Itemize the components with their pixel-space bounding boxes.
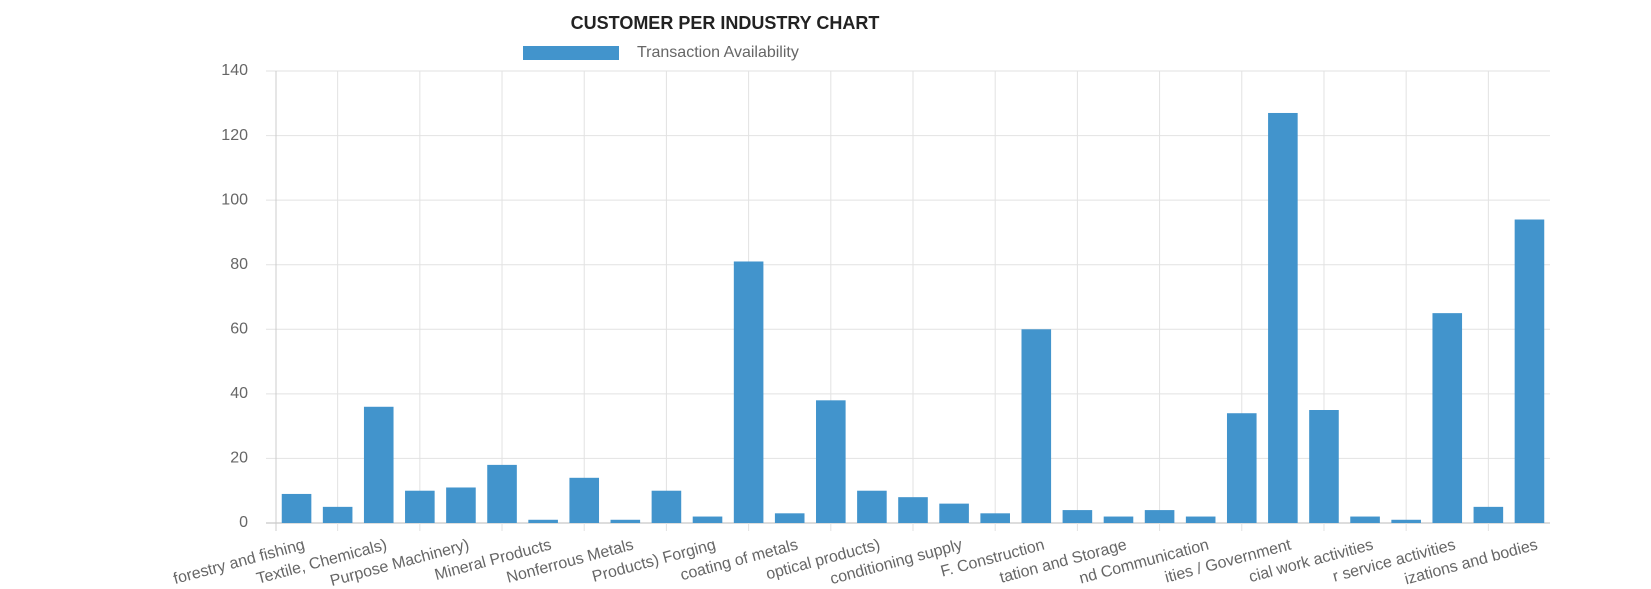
bar — [1391, 519, 1421, 523]
bar — [980, 513, 1010, 523]
bar — [528, 519, 558, 523]
bar — [857, 490, 887, 523]
bar — [322, 506, 353, 523]
bar — [1309, 410, 1339, 523]
bar — [1432, 313, 1463, 523]
bar — [1226, 413, 1257, 523]
y-tick-label: 20 — [230, 450, 248, 467]
bar — [487, 464, 517, 523]
y-tick-label: 140 — [221, 62, 248, 79]
chart-title: CUSTOMER PER INDUSTRY CHART — [571, 13, 880, 33]
y-tick-label: 60 — [230, 321, 248, 338]
bar — [733, 261, 764, 523]
bar — [1514, 219, 1545, 523]
bar — [1350, 516, 1380, 523]
y-tick-label: 80 — [230, 256, 248, 273]
y-tick-label: 40 — [230, 385, 248, 402]
bar — [651, 490, 682, 523]
bar — [446, 487, 476, 523]
y-tick-label: 100 — [221, 191, 248, 208]
bar — [1062, 510, 1093, 523]
bar — [569, 477, 600, 523]
bar — [939, 503, 969, 523]
bar — [281, 493, 312, 523]
bar — [816, 400, 846, 523]
bar — [898, 497, 928, 523]
bar — [774, 513, 805, 523]
bar — [692, 516, 723, 523]
legend-swatch — [523, 46, 619, 60]
legend-label: Transaction Availability — [637, 44, 799, 61]
bar — [363, 406, 394, 523]
bar — [1144, 510, 1175, 523]
y-tick-label: 0 — [239, 514, 248, 531]
bar — [1103, 516, 1134, 523]
bar — [610, 519, 641, 523]
bar — [1473, 506, 1504, 523]
bar — [1185, 516, 1216, 523]
y-tick-label: 120 — [221, 127, 248, 144]
bar — [1021, 329, 1052, 523]
bar — [405, 490, 435, 523]
bar — [1268, 112, 1298, 523]
